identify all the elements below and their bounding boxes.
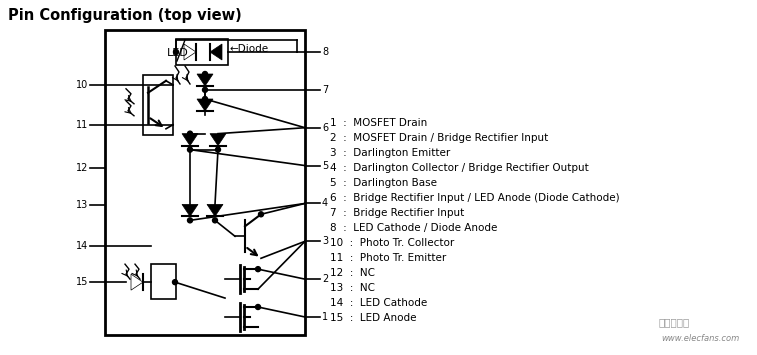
Circle shape <box>256 267 260 272</box>
Text: 4: 4 <box>322 198 328 208</box>
Text: 12  :  NC: 12 : NC <box>330 268 375 278</box>
Text: ←Diode: ←Diode <box>230 44 269 54</box>
Text: 10: 10 <box>76 80 88 90</box>
Polygon shape <box>210 133 226 146</box>
Text: 6: 6 <box>322 123 328 133</box>
Bar <box>151 264 176 299</box>
Polygon shape <box>197 99 213 111</box>
Polygon shape <box>210 44 222 60</box>
Text: 2  :  MOSFET Drain / Bridge Rectifier Input: 2 : MOSFET Drain / Bridge Rectifier Inpu… <box>330 133 548 143</box>
Text: 5: 5 <box>322 160 329 170</box>
Text: 4  :  Darlington Collector / Bridge Rectifier Output: 4 : Darlington Collector / Bridge Rectif… <box>330 163 589 173</box>
Text: 2: 2 <box>322 274 329 284</box>
Text: 3: 3 <box>322 236 328 246</box>
Text: 12: 12 <box>76 163 88 173</box>
Circle shape <box>256 305 260 310</box>
Text: 6  :  Bridge Rectifier Input / LED Anode (Diode Cathode): 6 : Bridge Rectifier Input / LED Anode (… <box>330 193 620 203</box>
Text: 电子发烧友: 电子发烧友 <box>659 317 690 327</box>
Text: 13  :  NC: 13 : NC <box>330 283 375 293</box>
Polygon shape <box>131 274 143 290</box>
Circle shape <box>258 212 263 217</box>
Text: 11: 11 <box>76 120 88 130</box>
Text: 7: 7 <box>322 85 329 95</box>
Text: 1  :  MOSFET Drain: 1 : MOSFET Drain <box>330 118 427 128</box>
Text: 7  :  Bridge Rectifier Input: 7 : Bridge Rectifier Input <box>330 208 464 218</box>
Circle shape <box>188 147 192 152</box>
Text: 15: 15 <box>76 277 88 287</box>
Text: 1: 1 <box>322 312 328 322</box>
Circle shape <box>173 49 179 55</box>
Text: 5  :  Darlington Base: 5 : Darlington Base <box>330 178 437 188</box>
Circle shape <box>203 87 207 92</box>
Text: www.elecfans.com: www.elecfans.com <box>662 334 740 343</box>
Circle shape <box>203 97 207 102</box>
Circle shape <box>216 147 220 152</box>
Text: 8  :  LED Cathode / Diode Anode: 8 : LED Cathode / Diode Anode <box>330 223 497 233</box>
Text: 3  :  Darlington Emitter: 3 : Darlington Emitter <box>330 148 450 158</box>
Polygon shape <box>207 204 223 216</box>
Text: Pin Configuration (top view): Pin Configuration (top view) <box>8 8 241 23</box>
Text: 11  :  Photo Tr. Emitter: 11 : Photo Tr. Emitter <box>330 253 446 263</box>
Circle shape <box>188 131 192 136</box>
Bar <box>176 39 228 65</box>
Circle shape <box>173 280 177 285</box>
Bar <box>143 75 173 135</box>
Text: 13: 13 <box>76 201 88 211</box>
Circle shape <box>213 218 217 223</box>
Circle shape <box>188 218 192 223</box>
Bar <box>105 30 305 335</box>
Polygon shape <box>184 44 196 60</box>
Polygon shape <box>197 74 213 86</box>
Polygon shape <box>182 133 198 146</box>
Text: 14: 14 <box>76 241 88 251</box>
Text: 8: 8 <box>322 47 328 57</box>
Circle shape <box>203 71 207 76</box>
Text: LED: LED <box>167 48 188 58</box>
Text: 10  :  Photo Tr. Collector: 10 : Photo Tr. Collector <box>330 238 454 248</box>
Polygon shape <box>182 204 198 216</box>
Text: 14  :  LED Cathode: 14 : LED Cathode <box>330 298 427 308</box>
Text: 15  :  LED Anode: 15 : LED Anode <box>330 313 416 323</box>
